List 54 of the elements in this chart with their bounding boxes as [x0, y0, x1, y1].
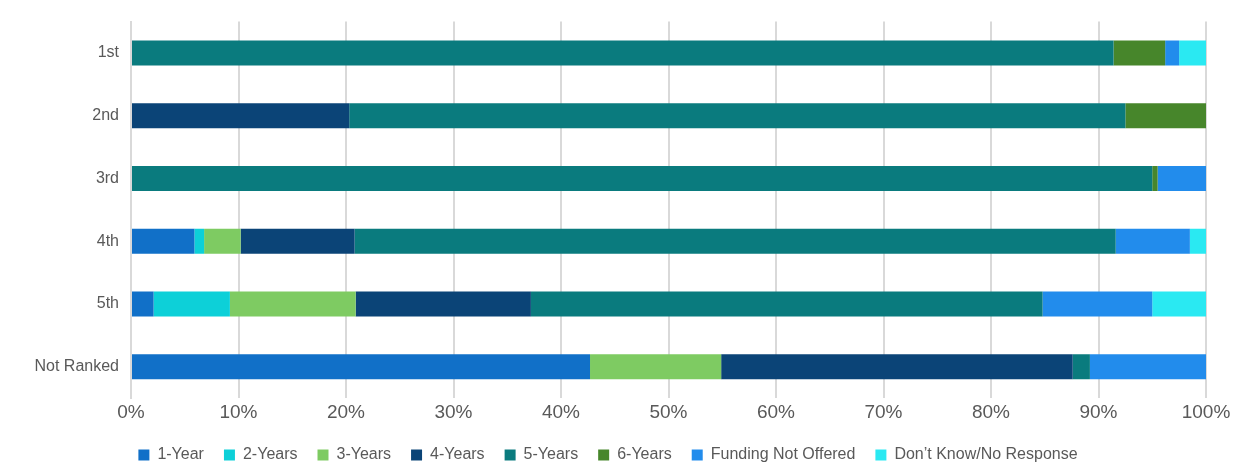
bar [1157, 165, 1206, 192]
bar [721, 354, 1073, 380]
bar [1115, 228, 1190, 254]
bar [1189, 228, 1206, 254]
x-tick-label: 20% [326, 400, 366, 422]
y-tick-label: 5th [96, 294, 119, 312]
bar [194, 228, 205, 254]
bar [1113, 40, 1166, 66]
bar [1152, 291, 1206, 317]
x-tick-label: 90% [1079, 400, 1118, 422]
legend-label: 6-Years [617, 445, 672, 463]
bar [1165, 40, 1180, 66]
bar [132, 291, 154, 317]
bar [1042, 291, 1153, 317]
bar [530, 291, 1043, 317]
bar [1152, 165, 1158, 192]
legend-label: 1-Year [157, 445, 205, 463]
bar [1179, 40, 1206, 66]
x-tick-label: 70% [864, 400, 903, 422]
bar [354, 228, 1116, 254]
legend-label: 4-Years [430, 445, 485, 463]
bar [590, 354, 722, 380]
y-tick-label: 1st [97, 43, 120, 61]
x-tick-label: 80% [971, 400, 1011, 422]
x-tick-label: 60% [756, 400, 796, 422]
bar [132, 354, 591, 380]
legend-label: Funding Not Offered [710, 445, 856, 463]
x-tick-label: 40% [541, 400, 581, 422]
bar [153, 291, 230, 317]
bar [204, 228, 241, 254]
bar [132, 228, 195, 254]
bar [1125, 103, 1206, 129]
x-tick-label: 10% [219, 400, 258, 422]
bar [132, 103, 350, 129]
bar [1072, 354, 1090, 380]
x-tick-label: 50% [649, 400, 688, 422]
y-tick-label: 3rd [95, 168, 119, 186]
bar [1089, 354, 1206, 380]
x-tick-label: 100% [1181, 400, 1231, 422]
bar [229, 291, 356, 317]
bar [132, 40, 1114, 66]
x-tick-label: 0% [117, 400, 145, 422]
bar [132, 165, 1153, 192]
legend-label: Don’t Know/No Response [894, 445, 1078, 463]
legend-label: 3-Years [336, 445, 392, 463]
legend-label: 5-Years [523, 445, 579, 463]
bar [349, 103, 1126, 129]
y-tick-label: 4th [96, 231, 119, 249]
legend-label: 2-Years [242, 445, 298, 463]
y-tick-label: 2nd [92, 106, 119, 124]
x-tick-label: 30% [434, 400, 473, 422]
bar [240, 228, 355, 254]
y-tick-label: Not Ranked [34, 357, 119, 375]
bar [355, 291, 531, 317]
